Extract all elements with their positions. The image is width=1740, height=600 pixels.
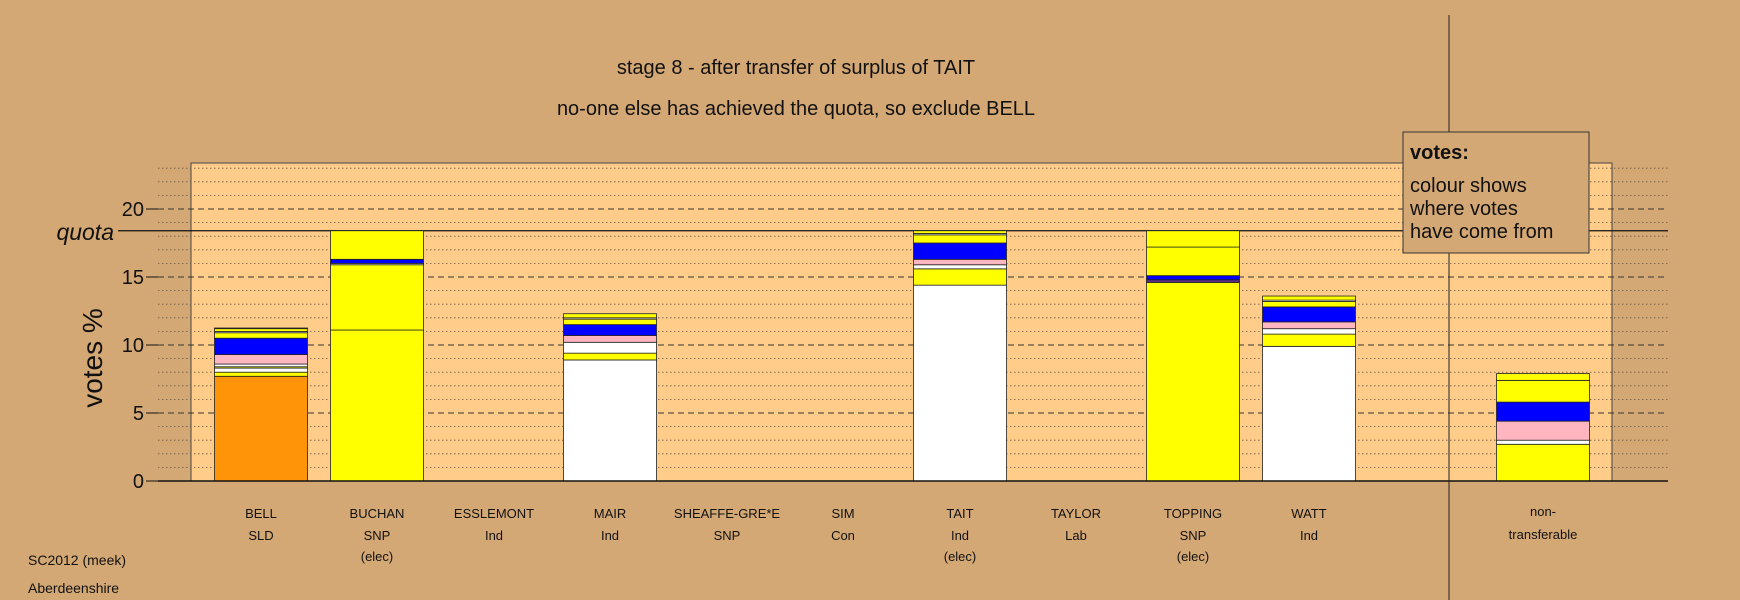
bar-mair-segment [563, 341, 657, 354]
bar-bell-segment [214, 371, 308, 377]
bar-nontransferable-segment [1496, 401, 1590, 422]
candidate-name-label: MAIR [594, 506, 627, 521]
bar-nontransferable-segment [1496, 439, 1590, 445]
bar-topping-segment [1146, 275, 1240, 281]
bar-mair-segment [563, 335, 657, 343]
candidate-elected-label: (elec) [944, 549, 977, 564]
footer-region: Aberdeenshire [28, 580, 120, 596]
bar-bell-segment [214, 363, 308, 368]
bar-bell-segment [214, 375, 308, 482]
bar-buchan-segment [330, 264, 424, 331]
bar-watt-segment [1262, 295, 1356, 301]
legend-line: where votes [1409, 198, 1518, 220]
bar-mair-segment [563, 352, 657, 361]
bar-nontransferable-segment [1496, 373, 1590, 381]
candidate-party-label: Con [831, 528, 855, 543]
legend-title: votes: [1410, 142, 1469, 164]
bar-nontransferable-segment [1496, 379, 1590, 403]
candidate-party-label: Ind [601, 528, 619, 543]
candidate-party-label: SNP [714, 528, 741, 543]
candidate-name-label: BUCHAN [350, 506, 405, 521]
chart-title: stage 8 - after transfer of surplus of T… [617, 57, 975, 79]
bar-nontransferable-segment [1496, 443, 1590, 482]
candidate-name-label: SHEAFFE-GRE*E [674, 506, 781, 521]
bar-mair-segment [563, 324, 657, 336]
bar-buchan-segment [330, 258, 424, 264]
quota-label: quota [56, 219, 114, 245]
candidate-name-label: WATT [1291, 506, 1326, 521]
candidate-party-label: Lab [1065, 528, 1087, 543]
candidate-name-label: ESSLEMONT [454, 506, 534, 521]
candidate-elected-label: (elec) [361, 549, 394, 564]
candidate-party-label: SLD [248, 528, 273, 543]
y-axis-label: votes % [77, 308, 108, 408]
y-tick-label: 15 [122, 267, 144, 289]
bar-bell-segment [214, 337, 308, 355]
legend-box [1402, 131, 1590, 254]
bar-tait-segment [913, 242, 1007, 260]
candidate-party-label: Ind [951, 528, 969, 543]
y-tick-label: 0 [133, 471, 144, 493]
candidate-name-label: TOPPING [1164, 506, 1222, 521]
bar-bell-segment [214, 327, 308, 330]
bar-topping-segment [1146, 282, 1240, 482]
y-tick-label: 20 [122, 199, 144, 221]
bar-topping-segment [1146, 279, 1240, 283]
plot-area: 0 5 10 15 20 BELL SLD BUCHAN SNP (elec) ESSLEMONT I… [118, 15, 1668, 600]
candidate-name-label: SIM [831, 506, 854, 521]
bar-watt-segment [1262, 306, 1356, 323]
bar-bell-segment [214, 332, 308, 339]
candidate-name-label: TAYLOR [1051, 506, 1101, 521]
bar-topping-segment [1146, 246, 1240, 277]
nontransferable-label: transferable [1509, 527, 1578, 542]
candidate-party-label: Ind [1300, 528, 1318, 543]
y-tick-label: 5 [133, 403, 144, 425]
candidate-name-label: BELL [245, 506, 277, 521]
candidate-party-label: SNP [1180, 528, 1207, 543]
bar-tait-segment [913, 284, 1007, 482]
bar-watt-segment [1262, 345, 1356, 482]
plot-panel [190, 162, 1613, 482]
bar-nontransferable-segment [1496, 420, 1590, 441]
bar-bell-segment [214, 328, 308, 332]
candidate-name-label: TAIT [946, 506, 973, 521]
bar-buchan-segment [330, 230, 424, 260]
candidate-party-label: SNP [364, 528, 391, 543]
bar-tait-segment [913, 268, 1007, 286]
bar-watt-segment [1262, 328, 1356, 335]
bar-watt-segment [1262, 321, 1356, 330]
candidate-elected-label: (elec) [1177, 549, 1210, 564]
bar-tait-segment [913, 258, 1007, 266]
bar-topping-segment [1146, 230, 1240, 248]
bar-watt-segment [1262, 333, 1356, 347]
bar-bell-segment [214, 354, 308, 365]
bar-tait-segment [913, 264, 1007, 270]
bar-bell-segment [214, 367, 308, 373]
bar-mair-segment [563, 359, 657, 482]
legend-line: have come from [1410, 221, 1553, 243]
bar-mair-segment [563, 313, 657, 319]
chart-subtitle: no-one else has achieved the quota, so e… [557, 98, 1035, 120]
bar-watt-segment [1262, 301, 1356, 308]
bar-tait-segment [913, 230, 1007, 234]
footer-method: SC2012 (meek) [28, 552, 127, 568]
candidate-party-label: Ind [485, 528, 503, 543]
legend-line: colour shows [1410, 175, 1527, 197]
bar-tait-segment [913, 234, 1007, 244]
nontransferable-label: non- [1530, 504, 1556, 519]
bar-buchan-segment [330, 329, 424, 482]
bar-mair-segment [563, 318, 657, 326]
y-tick-label: 10 [122, 335, 144, 357]
